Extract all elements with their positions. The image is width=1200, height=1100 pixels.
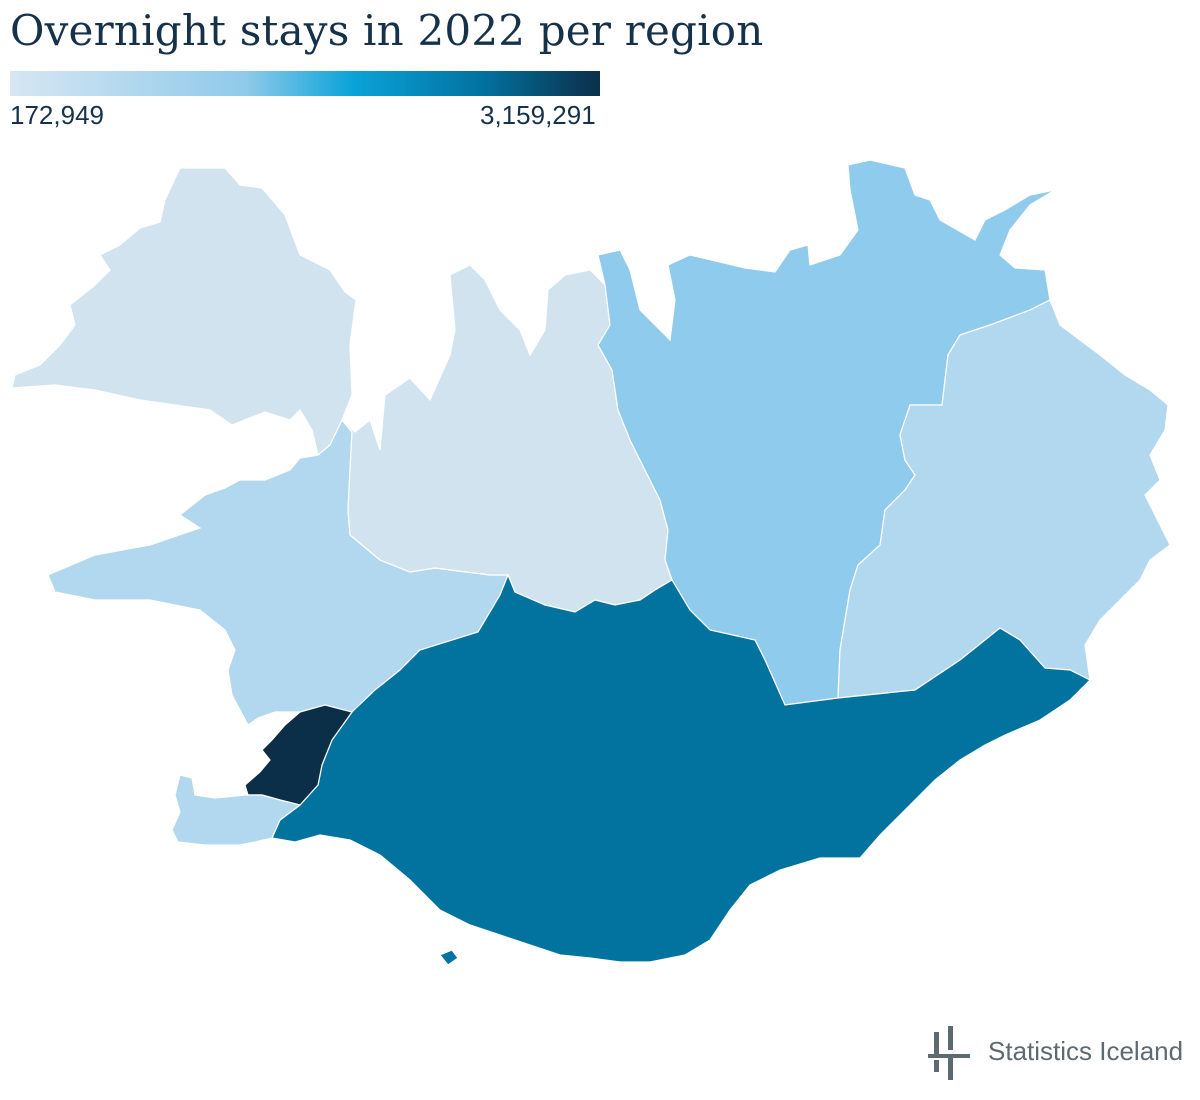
statistics-iceland-logo: Statistics Iceland [928, 1026, 1188, 1080]
color-scale-legend [10, 71, 600, 96]
region-westfjords[interactable] [11, 167, 357, 457]
legend-min-label: 172,949 [10, 100, 104, 130]
region-south-islands [439, 949, 459, 966]
source-label: Statistics Iceland [988, 1036, 1184, 1066]
map-title: Overnight stays in 2022 per region [10, 6, 764, 55]
region-southern-peninsula[interactable] [171, 774, 302, 846]
statistics-iceland-icon [928, 1026, 970, 1080]
legend-max-label: 3,159,291 [480, 100, 596, 130]
